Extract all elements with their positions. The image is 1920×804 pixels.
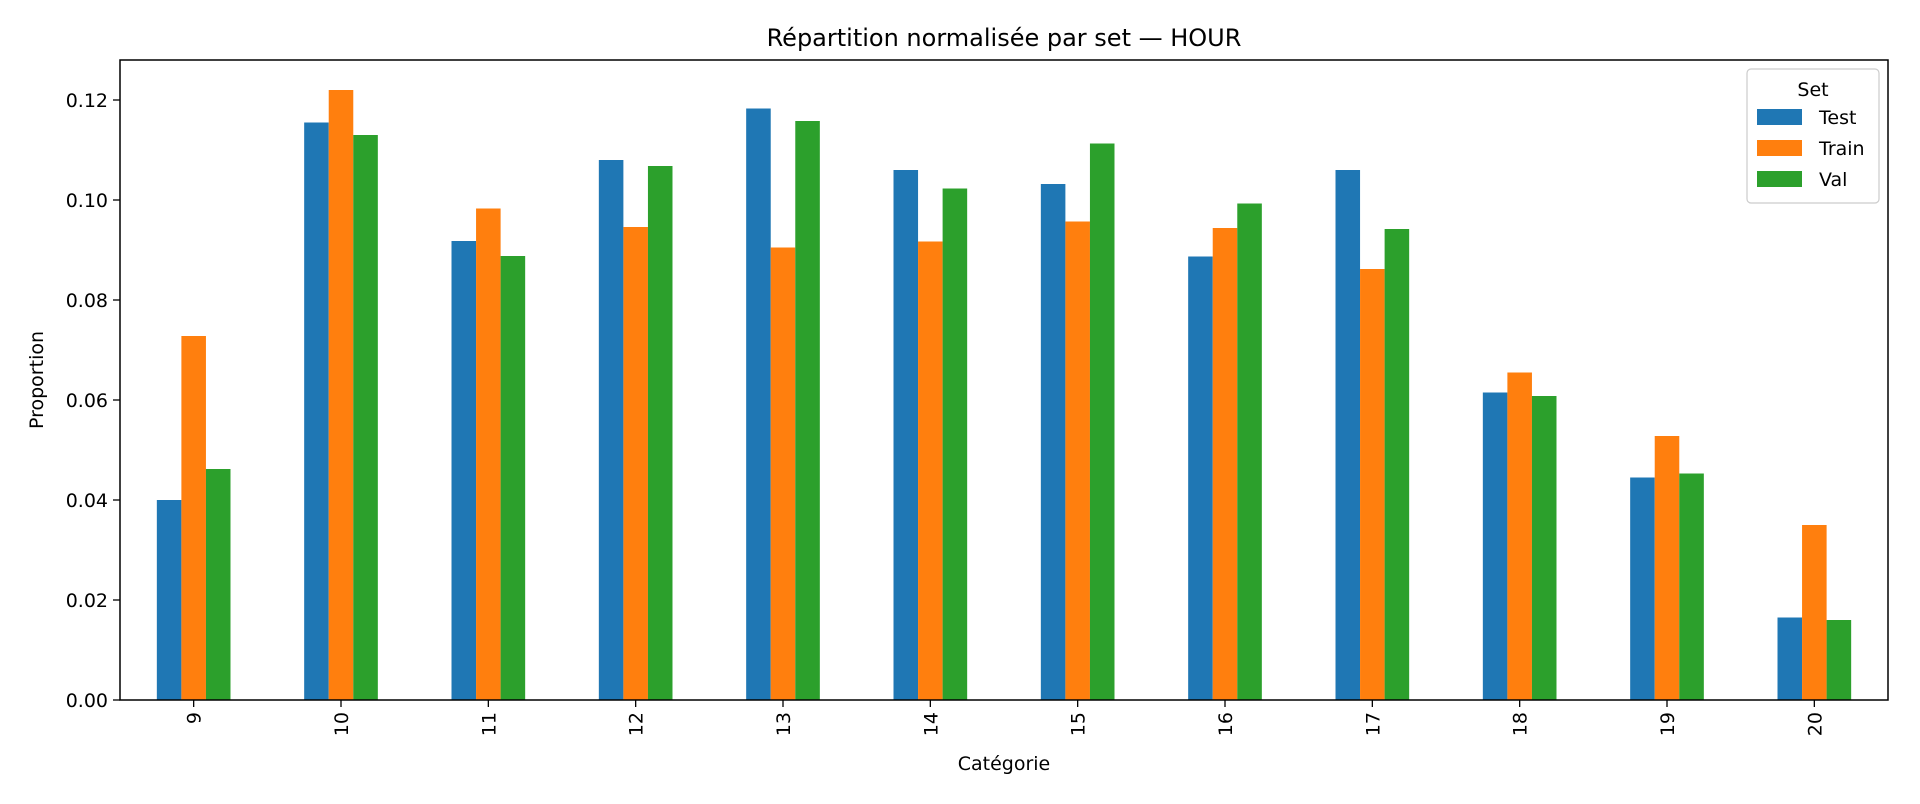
bar-val-9	[205, 469, 231, 700]
x-tick-label: 15	[1068, 712, 1090, 736]
bar-val-16	[1237, 203, 1262, 700]
legend-item-train: Train	[1757, 138, 1865, 160]
x-tick-label: 16	[1215, 712, 1237, 736]
x-tick-label: 10	[331, 712, 353, 736]
bar-test-20	[1777, 617, 1803, 700]
bar-val-10	[353, 135, 378, 700]
bar-train-15	[1065, 221, 1090, 700]
bar-train-12	[623, 227, 648, 700]
legend-item-test: Test	[1757, 107, 1856, 129]
bar-val-15	[1089, 143, 1115, 700]
y-tick-label: 0.12	[66, 90, 108, 112]
y-tick-label: 0.10	[66, 190, 108, 212]
x-tick-label: 19	[1657, 712, 1679, 736]
bar-val-17	[1384, 229, 1410, 700]
plot-frame	[119, 59, 1889, 701]
bar-train-19	[1654, 436, 1680, 700]
bar-train-14	[918, 241, 943, 700]
bar-val-18	[1531, 396, 1557, 700]
legend-label: Train	[1818, 138, 1865, 160]
y-axis: 0.00 0.02 0.04 0.06 0.08 0.10 0.12	[66, 90, 120, 712]
x-tick-label: 14	[920, 712, 942, 736]
bar-val-19	[1679, 473, 1704, 700]
y-tick-label: 0.08	[66, 290, 108, 312]
bar-test-9	[156, 500, 182, 700]
y-tick-label: 0.00	[66, 690, 108, 712]
y-tick-label: 0.04	[66, 490, 108, 512]
legend-box	[1746, 68, 1880, 204]
bar-val-14	[942, 188, 968, 700]
y-tick-label: 0.02	[66, 590, 108, 612]
bar-val-13	[795, 121, 820, 700]
bar-train-13	[770, 247, 796, 700]
bar-train-17	[1360, 269, 1385, 700]
y-axis-label: Proportion	[26, 331, 48, 429]
legend-swatch	[1757, 171, 1802, 187]
bar-val-11	[500, 256, 526, 700]
legend-title: Set	[1797, 79, 1828, 101]
x-tick-label: 12	[626, 712, 648, 736]
bar-test-18	[1482, 392, 1508, 700]
bar-train-10	[328, 90, 354, 700]
bar-train-18	[1507, 372, 1532, 700]
bar-test-10	[304, 122, 329, 700]
x-tick-label: 9	[184, 712, 206, 724]
bar-train-11	[476, 208, 501, 700]
x-axis-label: Catégorie	[958, 753, 1051, 775]
x-tick-label: 13	[773, 712, 795, 736]
legend-items: Test Train Val	[1757, 107, 1865, 191]
bar-val-20	[1826, 620, 1852, 700]
x-tick-label: 17	[1362, 712, 1384, 736]
bar-test-12	[598, 160, 624, 700]
bar-test-13	[746, 108, 771, 700]
x-axis: 9 10 11 12 13 14 15 16 17 18 19 20	[184, 700, 1826, 736]
x-tick-label: 20	[1804, 712, 1826, 736]
bar-train-9	[181, 336, 206, 700]
x-tick-label: 18	[1510, 712, 1532, 736]
legend-swatch	[1757, 140, 1802, 156]
bar-val-12	[647, 166, 673, 700]
bar-test-11	[451, 241, 477, 700]
bar-train-16	[1212, 228, 1238, 700]
bar-train-20	[1802, 525, 1827, 700]
legend: Set Test Train Val	[1746, 68, 1880, 204]
bar-test-17	[1335, 170, 1361, 700]
bar-test-14	[893, 170, 919, 700]
bar-test-19	[1630, 477, 1655, 700]
bar-test-15	[1040, 184, 1066, 700]
legend-item-val: Val	[1757, 169, 1847, 191]
x-tick-label: 11	[478, 712, 500, 736]
bar-test-16	[1188, 256, 1213, 700]
chart-title: Répartition normalisée par set — HOUR	[767, 24, 1242, 52]
bars-layer	[156, 90, 1852, 700]
y-tick-label: 0.06	[66, 390, 108, 412]
legend-label: Test	[1818, 107, 1856, 129]
legend-label: Val	[1819, 169, 1847, 191]
legend-swatch	[1757, 109, 1802, 125]
